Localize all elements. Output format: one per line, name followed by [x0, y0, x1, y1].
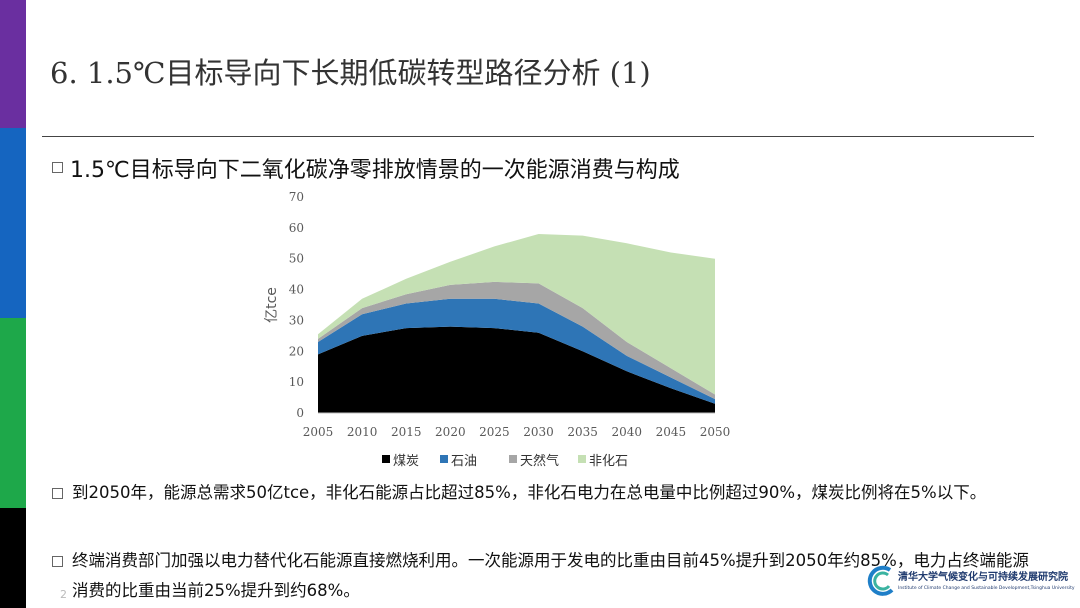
y-tick-label: 40 — [289, 283, 304, 297]
legend-swatch-2 — [509, 455, 517, 463]
area-series-0 — [318, 326, 715, 413]
logo-name-cn: 清华大学气候变化与可持续发展研究院 — [898, 572, 1068, 583]
legend-label-0: 煤炭 — [393, 454, 419, 469]
legend-label-2: 天然气 — [520, 453, 559, 469]
slide-title: 6. 1.5℃目标导向下长期低碳转型路径分析 (1) — [50, 56, 651, 90]
area-series-3 — [318, 234, 715, 395]
chart-subtitle: 1.5℃目标导向下二氧化碳净零排放情景的一次能源消费与构成 — [70, 158, 680, 183]
y-tick-label: 0 — [296, 406, 304, 420]
y-tick-label: 30 — [289, 313, 304, 327]
x-tick-label: 2045 — [656, 425, 687, 439]
stripe-green — [0, 318, 26, 508]
logo-mark-icon — [867, 565, 894, 596]
logo-name-en: Institute of Climate Change and Sustaina… — [898, 586, 1075, 591]
legend-label-3: 非化石 — [589, 454, 628, 469]
y-tick-label: 50 — [289, 252, 304, 266]
y-tick-labels: 0 10 20 30 40 50 60 70 — [289, 190, 304, 420]
x-tick-label: 2025 — [479, 425, 510, 439]
x-tick-label: 2035 — [567, 425, 598, 439]
x-tick-label: 2005 — [303, 425, 334, 439]
institute-logo: 清华大学气候变化与可持续发展研究院 Institute of Climate C… — [866, 560, 1076, 604]
subtitle-bullet-icon — [52, 162, 63, 173]
x-tick-label: 2050 — [700, 425, 731, 439]
y-tick-label: 70 — [289, 190, 304, 204]
x-tick-labels: 2005 2010 2015 2020 2025 2030 2035 2040 2045 2050 — [303, 425, 731, 439]
page-number: 2 — [60, 588, 67, 601]
legend-swatch-1 — [440, 455, 448, 463]
area-series-1 — [318, 298, 715, 404]
x-tick-label: 2040 — [612, 425, 643, 439]
stripe-black — [0, 508, 26, 608]
legend-swatch-0 — [382, 455, 390, 463]
chart-areas — [318, 234, 715, 413]
bullet-1-text: 到2050年，能源总需求50亿tce，非化石能源占比超过85%，非化石电力在总电… — [72, 483, 987, 502]
legend-label-1: 石油 — [451, 454, 477, 469]
x-tick-label: 2015 — [391, 425, 422, 439]
y-tick-label: 10 — [289, 375, 304, 389]
x-tick-label: 2010 — [347, 425, 378, 439]
x-tick-label: 2030 — [523, 425, 554, 439]
y-tick-label: 60 — [289, 221, 304, 235]
bullet-1-icon — [52, 488, 63, 499]
legend-swatch-3 — [578, 455, 586, 463]
stripe-blue — [0, 128, 26, 318]
title-divider — [42, 136, 1034, 137]
chart-legend: 煤炭 石油 天然气 非化石 — [382, 453, 628, 469]
x-tick-label: 2020 — [435, 425, 466, 439]
bullet-2-icon — [52, 556, 63, 567]
stripe-purple — [0, 0, 26, 128]
y-axis-label: 亿tce — [264, 287, 280, 323]
y-tick-label: 20 — [289, 344, 304, 358]
bullet-2-text: 终端消费部门加强以电力替代化石能源直接燃烧利用。一次能源用于发电的比重由目前45… — [72, 551, 1029, 600]
